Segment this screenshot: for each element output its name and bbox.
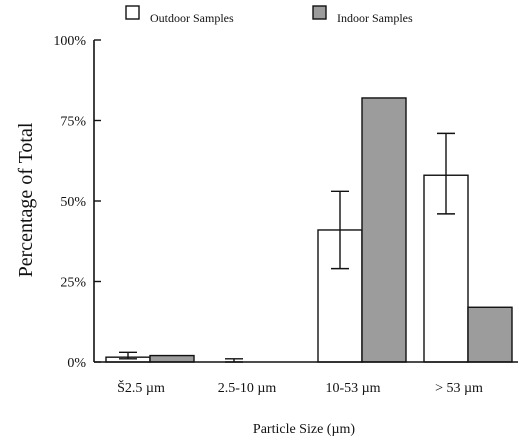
x-tick-label-1: 2.5-10 µm <box>218 381 277 396</box>
legend-label-outdoor: Outdoor Samples <box>150 11 234 25</box>
y-tick-label: 75% <box>60 115 86 130</box>
y-tick-label: 25% <box>60 276 86 291</box>
bar-indoor-3 <box>467 306 513 363</box>
legend: Outdoor Samples Indoor Samples <box>125 5 413 25</box>
legend-label-indoor: Indoor Samples <box>337 11 413 25</box>
x-tick-label-2: 10-53 µm <box>325 381 380 396</box>
y-tick-label: 100% <box>53 34 86 49</box>
x-tick-label-3: > 53 µm <box>435 381 483 396</box>
y-tick-label: 0% <box>67 356 86 371</box>
x-axis: Š2.5 µm 2.5-10 µm 10-53 µm > 53 µm <box>117 379 483 396</box>
bar-indoor-0 <box>149 354 195 363</box>
bar-indoor-2 <box>361 97 407 363</box>
legend-swatch-indoor <box>312 5 327 20</box>
bars <box>105 97 513 363</box>
y-axis-label: Percentage of Total <box>15 122 37 277</box>
y-tick-label: 50% <box>60 195 86 210</box>
x-tick-label-0: Š2.5 µm <box>117 379 165 396</box>
legend-swatch-outdoor <box>125 5 140 20</box>
x-axis-label: Particle Size (µm) <box>253 422 355 437</box>
y-axis: 0% 25% 50% 75% 100% <box>53 34 101 371</box>
